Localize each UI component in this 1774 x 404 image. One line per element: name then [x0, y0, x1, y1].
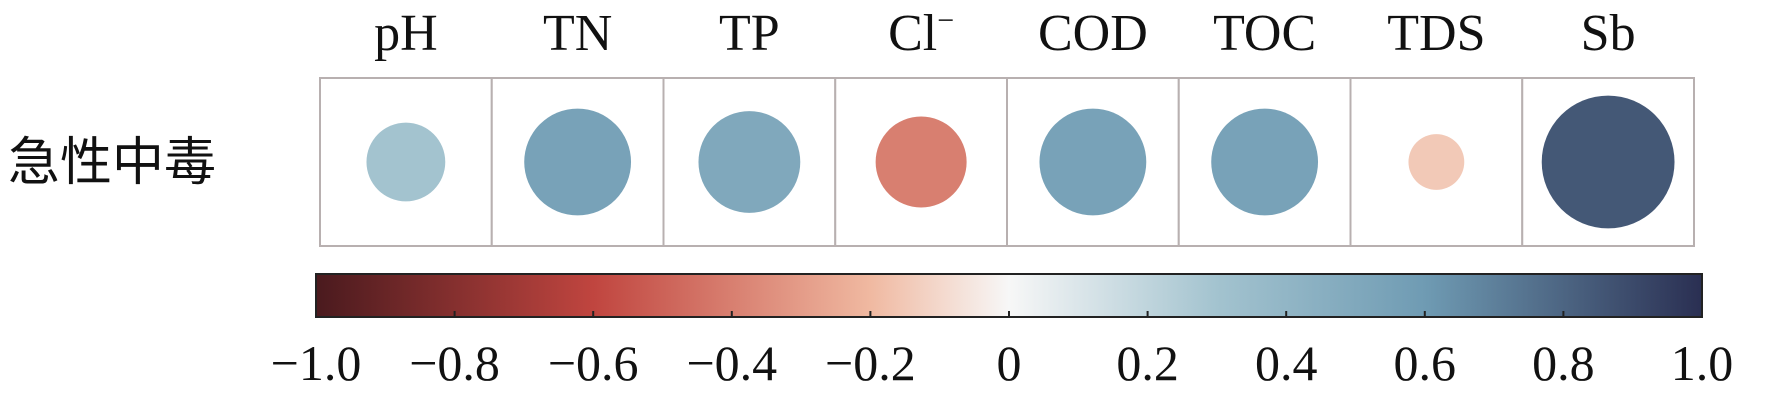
colorbar-tick-label: 0.6	[1394, 335, 1457, 391]
column-label: TN	[543, 5, 612, 62]
correlation-circle	[1408, 134, 1465, 190]
column-label: Sb	[1581, 5, 1636, 62]
colorbar-tick-label: −0.6	[548, 335, 639, 391]
cell-grid	[319, 77, 1695, 247]
correlation-circle	[1211, 108, 1319, 216]
correlation-circle	[698, 111, 801, 213]
column-label: COD	[1038, 5, 1148, 62]
colorbar-gradient	[315, 273, 1703, 318]
colorbar	[315, 273, 1703, 318]
colorbar-ticks: −1.0 −0.8 −0.6 −0.4 −0.2 0 0.2 0.4 0.6 0.8 1.0	[271, 311, 1734, 391]
colorbar-tick-label: 1.0	[1671, 335, 1734, 391]
column-label: TOC	[1213, 5, 1316, 62]
correlation-circle	[1541, 95, 1675, 229]
colorbar-tick-label: 0.2	[1116, 335, 1179, 391]
colorbar-tick-label: −0.4	[686, 335, 777, 391]
column-labels: pH TN TP Cl− COD TOC TDS Sb	[374, 4, 1635, 62]
column-label: Cl−	[888, 4, 954, 62]
colorbar-tick-label: 0.4	[1255, 335, 1318, 391]
correlation-circle	[1039, 108, 1147, 216]
colorbar-tick-label: −0.2	[825, 335, 916, 391]
column-label: pH	[374, 5, 438, 62]
colorbar-tick-label: 0	[997, 335, 1022, 391]
column-label: TP	[719, 5, 780, 62]
row-labels: 急性中毒	[8, 133, 216, 193]
correlation-circles	[366, 95, 1675, 229]
correlation-circle	[524, 108, 632, 216]
row-label: 急性中毒	[8, 133, 216, 193]
correlation-circle	[366, 122, 446, 202]
colorbar-tick-label: 0.8	[1532, 335, 1595, 391]
colorbar-tick-label: −1.0	[271, 335, 362, 391]
colorbar-tick-label: −0.8	[409, 335, 500, 391]
column-label: TDS	[1387, 5, 1485, 62]
correlation-circle	[875, 116, 967, 208]
